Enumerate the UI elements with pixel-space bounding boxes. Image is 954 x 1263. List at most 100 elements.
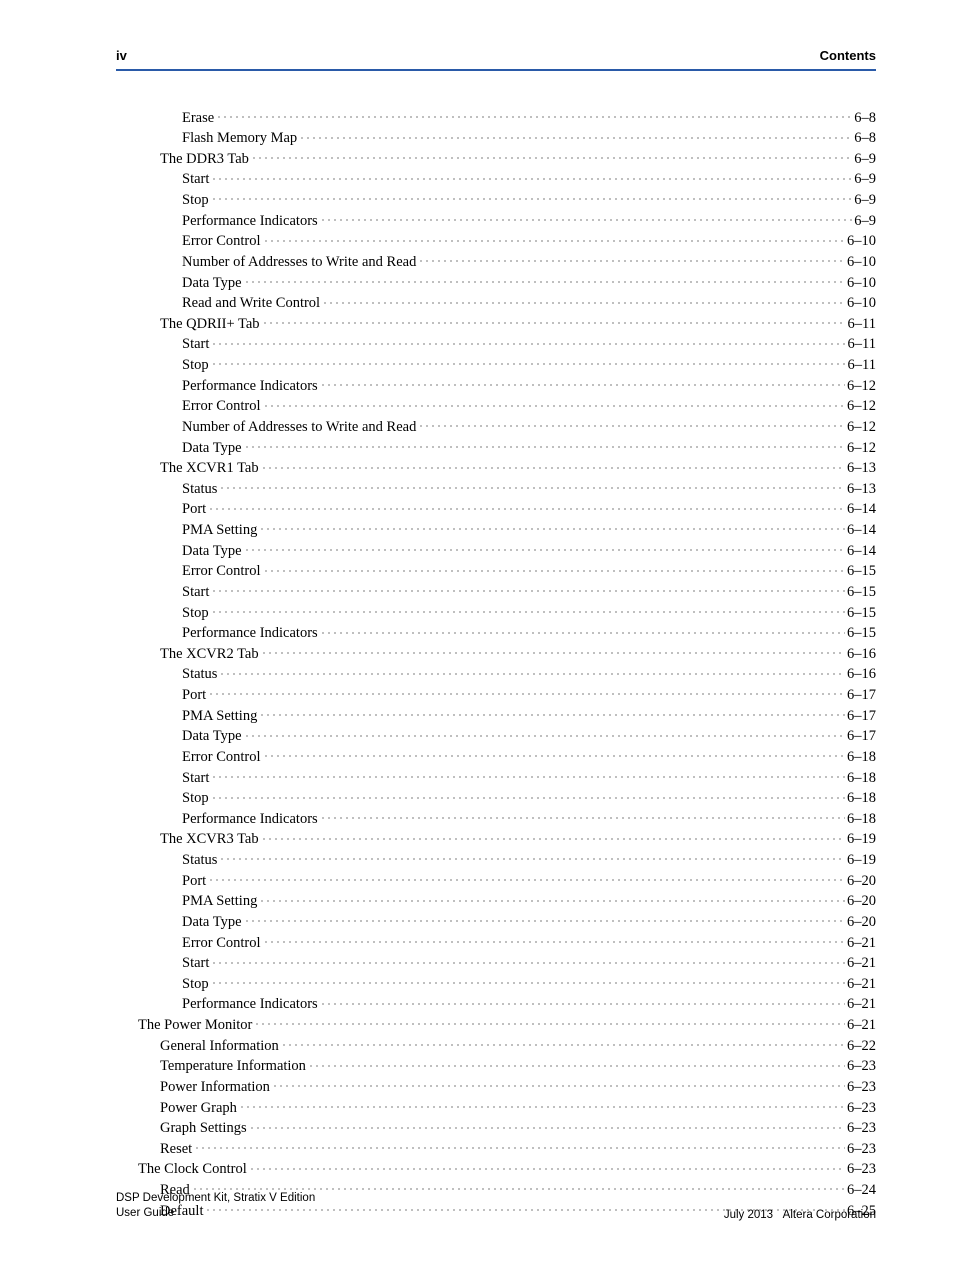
toc-row[interactable]: Stop6–11 (116, 355, 876, 376)
toc-page: 6–9 (854, 191, 876, 210)
toc-page: 6–10 (847, 294, 876, 313)
toc-row[interactable]: Reset6–23 (116, 1138, 876, 1159)
toc-row[interactable]: Start6–9 (116, 169, 876, 190)
toc-row[interactable]: Erase6–8 (116, 107, 876, 128)
toc-label: Data Type (182, 913, 242, 932)
toc-row[interactable]: The Power Monitor6–21 (116, 1015, 876, 1036)
toc-leader-dots (261, 829, 845, 844)
toc-row[interactable]: Start6–21 (116, 953, 876, 974)
toc-leader-dots (211, 355, 846, 370)
toc-row[interactable]: Status6–16 (116, 664, 876, 685)
toc-row[interactable]: Performance Indicators 6–21 (116, 994, 876, 1015)
toc-leader-dots (211, 581, 845, 596)
toc-leader-dots (254, 1015, 845, 1030)
toc-label: Error Control (182, 232, 261, 251)
toc-row[interactable]: Number of Addresses to Write and Read6–1… (116, 251, 876, 272)
toc-row[interactable]: Flash Memory Map6–8 (116, 128, 876, 149)
toc-label: Graph Settings (160, 1119, 247, 1138)
toc-leader-dots (208, 685, 845, 700)
toc-row[interactable]: Performance Indicators6–18 (116, 808, 876, 829)
toc-row[interactable]: The Clock Control 6–23 (116, 1159, 876, 1180)
toc-leader-dots (418, 416, 845, 431)
toc-label: Erase (182, 109, 214, 128)
toc-row[interactable]: Error Control6–15 (116, 561, 876, 582)
footer-left: DSP Development Kit, Stratix V Edition U… (116, 1191, 315, 1221)
toc-row[interactable]: Error Control6–21 (116, 932, 876, 953)
toc-page: 6–9 (854, 150, 876, 169)
toc-leader-dots (211, 169, 852, 184)
footer-date: July 2013 (724, 1209, 773, 1221)
toc-row[interactable]: The XCVR2 Tab6–16 (116, 643, 876, 664)
toc-row[interactable]: PMA Setting 6–17 (116, 705, 876, 726)
toc-page: 6–23 (847, 1119, 876, 1138)
toc-row[interactable]: General Information6–22 (116, 1035, 876, 1056)
toc-page: 6–21 (847, 975, 876, 994)
toc-page: 6–23 (847, 1160, 876, 1179)
toc-page: 6–23 (847, 1078, 876, 1097)
toc-row[interactable]: Status6–19 (116, 850, 876, 871)
toc-row[interactable]: Stop6–15 (116, 602, 876, 623)
toc-row[interactable]: Performance Indicators6–15 (116, 623, 876, 644)
toc-page: 6–21 (847, 995, 876, 1014)
toc-row[interactable]: Stop6–9 (116, 190, 876, 211)
toc-leader-dots (281, 1035, 845, 1050)
toc-row[interactable]: Read and Write Control6–10 (116, 293, 876, 314)
toc-row[interactable]: Stop6–21 (116, 973, 876, 994)
toc-row[interactable]: Performance Indicators6–12 (116, 375, 876, 396)
toc-row[interactable]: Number of Addresses to Write and Read6–1… (116, 416, 876, 437)
toc-page: 6–13 (847, 480, 876, 499)
toc-leader-dots (244, 726, 845, 741)
toc-page: 6–17 (847, 727, 876, 746)
toc-row[interactable]: Port6–20 (116, 870, 876, 891)
toc-row[interactable]: Port6–17 (116, 685, 876, 706)
toc-row[interactable]: Data Type 6–17 (116, 726, 876, 747)
toc-row[interactable]: Start6–15 (116, 581, 876, 602)
toc-row[interactable]: Data Type6–12 (116, 437, 876, 458)
toc-leader-dots (219, 478, 845, 493)
toc-row[interactable]: The QDRII+ Tab6–11 (116, 313, 876, 334)
toc-label: Data Type (182, 727, 242, 746)
toc-page: 6–11 (848, 356, 876, 375)
toc-row[interactable]: Performance Indicators6–9 (116, 210, 876, 231)
toc-leader-dots (211, 334, 845, 349)
toc-row[interactable]: Data Type6–10 (116, 272, 876, 293)
toc-label: Port (182, 872, 206, 891)
toc-page: 6–15 (847, 624, 876, 643)
toc-page: 6–17 (847, 707, 876, 726)
toc-row[interactable]: Power Information6–23 (116, 1076, 876, 1097)
toc-leader-dots (219, 850, 845, 865)
toc-row[interactable]: Stop6–18 (116, 788, 876, 809)
toc-label: General Information (160, 1037, 279, 1056)
toc-row[interactable]: PMA Setting6–14 (116, 520, 876, 541)
toc-label: Performance Indicators (182, 995, 318, 1014)
toc-row[interactable]: Graph Settings 6–23 (116, 1118, 876, 1139)
toc-label: Status (182, 851, 217, 870)
toc-row[interactable]: The XCVR1 Tab6–13 (116, 458, 876, 479)
toc-row[interactable]: PMA Setting6–20 (116, 891, 876, 912)
toc-page: 6–21 (847, 934, 876, 953)
toc-row[interactable]: Power Graph6–23 (116, 1097, 876, 1118)
toc-row[interactable]: Data Type6–14 (116, 540, 876, 561)
toc-row[interactable]: Start6–18 (116, 767, 876, 788)
toc-row[interactable]: Error Control6–10 (116, 231, 876, 252)
toc-row[interactable]: The XCVR3 Tab6–19 (116, 829, 876, 850)
toc-row[interactable]: Error Control6–12 (116, 396, 876, 417)
toc-row[interactable]: Error Control6–18 (116, 746, 876, 767)
toc-row[interactable]: Start6–11 (116, 334, 876, 355)
toc-row[interactable]: Port6–14 (116, 499, 876, 520)
toc-row[interactable]: Data Type6–20 (116, 911, 876, 932)
toc-row[interactable]: Temperature Information6–23 (116, 1056, 876, 1077)
toc-leader-dots (211, 788, 845, 803)
toc-leader-dots (216, 107, 852, 122)
toc-leader-dots (211, 190, 853, 205)
toc-label: PMA Setting (182, 707, 257, 726)
toc-page: 6–18 (847, 810, 876, 829)
toc-label: The Clock Control (138, 1160, 247, 1179)
toc-label: Start (182, 769, 209, 788)
toc-row[interactable]: The DDR3 Tab6–9 (116, 148, 876, 169)
toc-row[interactable]: Status6–13 (116, 478, 876, 499)
toc-leader-dots (259, 705, 845, 720)
toc-leader-dots (239, 1097, 845, 1112)
toc-leader-dots (194, 1138, 845, 1153)
toc-page: 6–17 (847, 686, 876, 705)
